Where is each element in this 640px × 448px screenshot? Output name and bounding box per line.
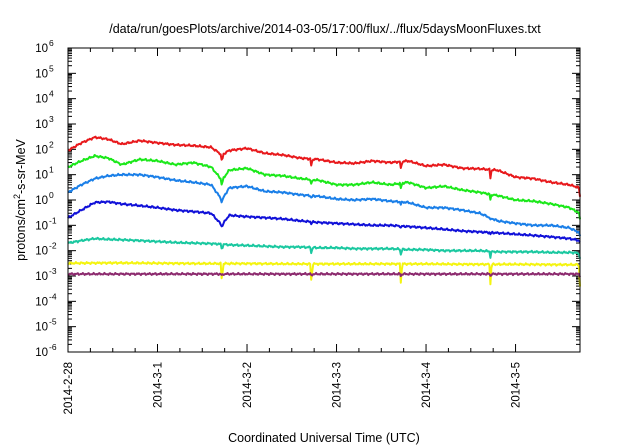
x-axis-ticks: 2014-2-28 2014-3-1 2014-3-2 2014-3-3 2014-3-… <box>63 48 523 414</box>
y-tick-exponent: 3 <box>49 114 54 124</box>
y-tick-label: 10 <box>35 68 48 80</box>
x-tick-label: 2014-3-1 <box>153 362 165 408</box>
y-axis-ticks: 10 -610 -510 -410 -310 -210 -110 010 110 210 310 41… <box>35 38 580 359</box>
y-tick-exponent: -5 <box>49 317 57 327</box>
y-tick-exponent: 2 <box>49 139 54 149</box>
x-tick-label: 2014-3-5 <box>511 362 523 408</box>
series-line-5 <box>67 260 581 287</box>
series-line-1 <box>67 154 581 220</box>
x-tick-label: 2014-2-28 <box>63 362 75 414</box>
x-tick-label: 2014-3-3 <box>332 362 344 408</box>
y-tick-label: 10 <box>35 94 48 106</box>
y-tick-label: 10 <box>35 296 48 308</box>
series-lines <box>67 135 581 287</box>
y-tick-exponent: 6 <box>49 38 54 48</box>
y-tick-label: 10 <box>35 170 48 182</box>
plot-frame <box>67 47 581 353</box>
y-tick-label: 10 <box>35 43 48 55</box>
y-tick-exponent: 4 <box>49 89 54 99</box>
series-line-4 <box>67 236 581 259</box>
series-line-6 <box>67 271 581 278</box>
y-tick-label: 10 <box>35 220 48 232</box>
chart-title: /data/run/goesPlots/archive/2014-03-05/1… <box>109 22 541 36</box>
y-tick-exponent: -3 <box>49 266 57 276</box>
x-axis-label: Coordinated Universal Time (UTC) <box>228 431 420 445</box>
y-tick-label: 10 <box>35 271 48 283</box>
series-line-0 <box>67 135 581 197</box>
y-tick-label: 10 <box>35 322 48 334</box>
series-line-3 <box>67 200 581 243</box>
y-tick-exponent: 0 <box>49 190 54 200</box>
x-tick-label: 2014-3-2 <box>242 362 254 408</box>
y-tick-exponent: 5 <box>49 63 54 73</box>
y-tick-label: 10 <box>35 246 48 258</box>
x-tick-label: 2014-3-4 <box>421 361 433 408</box>
series-line-2 <box>67 172 581 237</box>
y-tick-exponent: -1 <box>49 215 57 225</box>
y-axis-label: protons/cm2-s-sr-MeV <box>12 138 28 260</box>
y-tick-label: 10 <box>35 144 48 156</box>
y-tick-label: 10 <box>35 119 48 131</box>
y-tick-label: 10 <box>35 195 48 207</box>
y-tick-exponent: -6 <box>49 342 57 352</box>
y-tick-exponent: -2 <box>49 241 57 251</box>
y-tick-label: 10 <box>35 347 48 359</box>
y-tick-exponent: 1 <box>49 165 54 175</box>
y-tick-exponent: -4 <box>49 291 57 301</box>
